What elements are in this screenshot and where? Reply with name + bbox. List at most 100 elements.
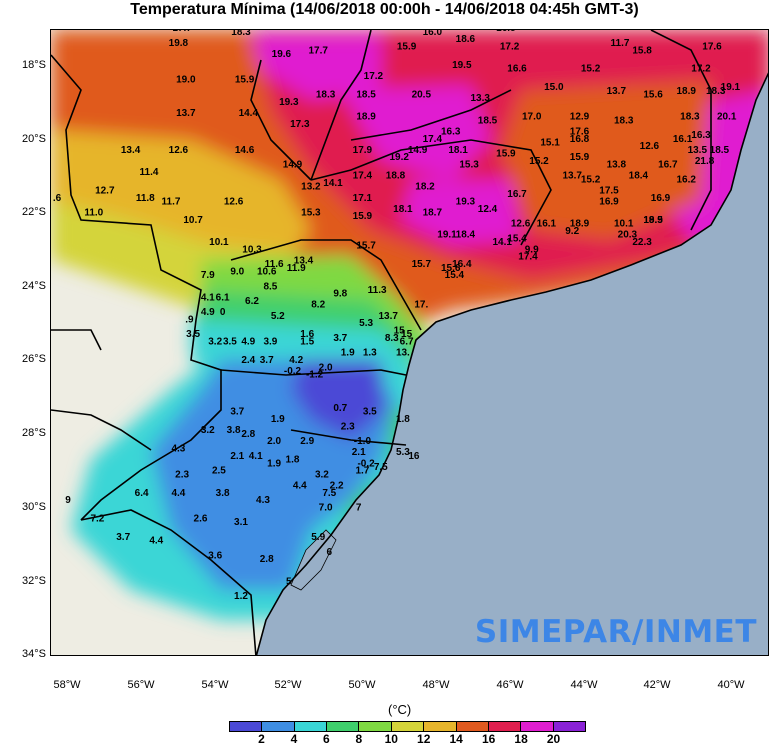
station-value: 13.7 bbox=[562, 171, 582, 182]
station-value: 14.9 bbox=[408, 145, 428, 156]
station-value: 4.1 bbox=[201, 292, 215, 303]
station-value: -0.2 bbox=[284, 366, 302, 377]
station-value: 13. bbox=[396, 348, 410, 359]
station-value: 16.4 bbox=[452, 259, 472, 270]
station-value: 15.6 bbox=[643, 90, 663, 101]
station-value: -1.2 bbox=[306, 370, 324, 381]
station-value: 8.2 bbox=[311, 300, 325, 311]
station-value: 13.4 bbox=[294, 255, 314, 266]
simepar-inmet-watermark: SIMEPAR/INMET bbox=[474, 614, 757, 650]
station-value: 17.4 bbox=[353, 171, 373, 182]
station-value: 18.5 bbox=[643, 215, 663, 226]
station-value: 3.7 bbox=[230, 407, 244, 418]
station-value: 7.5 bbox=[322, 488, 336, 499]
colorbar-swatch-3 bbox=[327, 722, 360, 731]
station-value: 4.2 bbox=[289, 355, 303, 366]
station-value: 11.6 bbox=[265, 259, 284, 270]
colorbar-tick-label: 8 bbox=[355, 732, 363, 746]
station-value: 13.4 bbox=[121, 145, 141, 156]
station-value: 11.3 bbox=[368, 285, 387, 296]
lon-label-40w: 40°W bbox=[717, 679, 745, 691]
station-value: 0 bbox=[220, 307, 226, 318]
station-value: -1.0 bbox=[354, 436, 372, 447]
station-value: 12.6 bbox=[169, 145, 189, 156]
station-value: 17.4 bbox=[518, 252, 538, 263]
colorbar-swatch-4 bbox=[359, 722, 392, 731]
station-value: 10.7 bbox=[183, 215, 203, 226]
station-value: 6.7 bbox=[400, 337, 414, 348]
station-value: 16.6 bbox=[507, 64, 527, 75]
colorbar-tick-label: 20 bbox=[546, 732, 561, 746]
station-value: 19.9 bbox=[643, 215, 663, 226]
station-value: 15.9 bbox=[496, 149, 516, 160]
station-value: 15.9 bbox=[397, 42, 417, 53]
station-value: 17.6 bbox=[702, 42, 722, 53]
station-value: 3.7 bbox=[116, 532, 130, 543]
station-value: 5.3 bbox=[359, 318, 373, 329]
colorbar-tick-label: 10 bbox=[384, 732, 398, 746]
station-value: 18.9 bbox=[676, 86, 696, 97]
colorbar-swatch-2 bbox=[294, 722, 328, 731]
station-value: 4.3 bbox=[171, 444, 185, 455]
colorbar-tick-label: 6 bbox=[323, 732, 330, 746]
station-value: 18.5 bbox=[356, 90, 376, 101]
station-value: 17. bbox=[414, 300, 428, 311]
unit-label: (°C) bbox=[388, 702, 412, 717]
colorbar-tick-label: 4 bbox=[290, 732, 298, 746]
station-value: 13.3 bbox=[470, 93, 490, 104]
station-value: 11.7 bbox=[162, 196, 181, 207]
station-value: 11.4 bbox=[140, 167, 159, 178]
station-value: 3.8 bbox=[227, 425, 241, 436]
station-value: 15.3 bbox=[459, 160, 479, 171]
station-value: 11.9 bbox=[287, 263, 306, 274]
station-value: 15.2 bbox=[581, 64, 601, 75]
lat-label-26s: 26°S bbox=[22, 353, 46, 365]
station-value: 2.8 bbox=[241, 429, 255, 440]
station-value: 18.5 bbox=[710, 145, 730, 156]
colorbar-swatch-0 bbox=[230, 722, 263, 731]
station-value: 17.2 bbox=[500, 42, 520, 53]
station-value: 2.9 bbox=[300, 436, 314, 447]
lat-label-18s: 18°S bbox=[22, 59, 46, 71]
station-value: 16.3 bbox=[691, 130, 711, 141]
station-value: 3.2 bbox=[315, 469, 329, 480]
station-value: 18.3 bbox=[614, 115, 634, 126]
lat-label-34s: 34°S bbox=[22, 648, 46, 660]
station-value: 10.3 bbox=[242, 244, 262, 255]
station-value: 18.1 bbox=[393, 204, 413, 215]
station-value: 1.6 bbox=[300, 329, 314, 340]
station-value: 15.6 bbox=[441, 263, 461, 274]
station-value: 22.3 bbox=[632, 237, 652, 248]
station-value: 2.3 bbox=[175, 469, 189, 480]
station-value: 2.1 bbox=[230, 451, 244, 462]
station-value: 3.5 bbox=[186, 329, 200, 340]
station-value: 14.4 bbox=[239, 108, 259, 119]
station-value: 8.3 bbox=[385, 333, 399, 344]
lon-label-50w: 50°W bbox=[348, 679, 376, 691]
station-value: 2.8 bbox=[260, 554, 274, 565]
station-value: 3.6 bbox=[208, 550, 222, 561]
station-value: 10.6 bbox=[257, 267, 277, 278]
station-value: 6.4 bbox=[135, 488, 149, 499]
station-value: 2.6 bbox=[194, 514, 208, 525]
station-value: 1.8 bbox=[396, 414, 410, 425]
station-value: 16.2 bbox=[676, 174, 696, 185]
colorbar-tick-label: 16 bbox=[481, 732, 496, 746]
colorbar-swatch-5 bbox=[391, 722, 425, 731]
lon-label-54w: 54°W bbox=[201, 679, 229, 691]
station-value: 3.7 bbox=[260, 355, 274, 366]
station-value: 19.1 bbox=[437, 230, 457, 241]
station-value: 15.7 bbox=[356, 241, 376, 252]
colorbar-swatch-1 bbox=[262, 722, 295, 731]
station-value: 15.9 bbox=[353, 211, 373, 222]
station-value: 15 bbox=[394, 326, 406, 337]
station-value: 7 bbox=[356, 503, 362, 514]
station-value: 4.3 bbox=[256, 495, 270, 506]
station-value: 18.9 bbox=[356, 112, 376, 123]
station-value: 4.4 bbox=[171, 488, 185, 499]
colorbar-tick-label: 18 bbox=[514, 732, 528, 746]
station-value: 18.3 bbox=[231, 30, 251, 38]
map-title: Temperatura Mínima (14/06/2018 00:00h - … bbox=[130, 1, 639, 18]
station-value: 13.7 bbox=[378, 311, 398, 322]
station-value: 15.4 bbox=[507, 233, 527, 244]
